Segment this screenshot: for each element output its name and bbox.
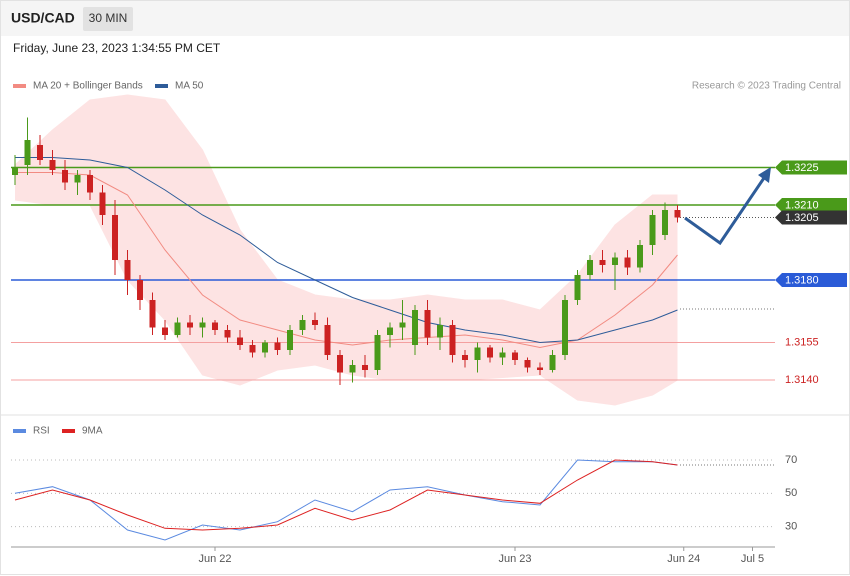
rsi-tick-label: 50	[785, 487, 797, 499]
candle-body	[74, 175, 81, 183]
candle-body	[262, 342, 268, 353]
candle-body	[124, 260, 131, 280]
candle-body	[524, 360, 531, 368]
candle-body	[649, 215, 656, 245]
candle-body	[537, 367, 543, 370]
candle-body	[349, 365, 356, 373]
candle-body	[24, 140, 31, 165]
candle-body	[174, 322, 181, 335]
chart-title: USD/CAD	[11, 10, 75, 26]
candle-body	[249, 345, 256, 353]
candle-body	[162, 327, 168, 335]
candle-body	[187, 322, 193, 328]
level-label-box	[775, 273, 847, 287]
candle-body	[274, 342, 281, 350]
level-label: 1.3225	[785, 162, 819, 174]
candle-body	[674, 210, 681, 218]
legend-swatch	[62, 429, 75, 433]
candle-body	[387, 327, 393, 335]
candle-body	[662, 210, 668, 235]
candle-body	[599, 260, 606, 265]
candle-body	[449, 325, 456, 355]
legend-label: RSI	[33, 426, 50, 437]
candle-body	[112, 215, 118, 260]
rsi-line	[14, 459, 678, 541]
candle-body	[12, 167, 18, 175]
subtitle: Friday, June 23, 2023 1:34:55 PM CET	[13, 41, 221, 55]
timeframe-button[interactable]	[83, 7, 133, 31]
level-label: 1.3205	[785, 212, 819, 224]
candle-body	[362, 365, 368, 370]
x-tick-label: Jul 5	[741, 553, 764, 565]
x-tick-label: Jun 24	[667, 553, 700, 565]
candle-body	[499, 352, 506, 358]
candle-body	[549, 355, 556, 370]
candle-body	[412, 310, 418, 345]
candle-body	[62, 170, 68, 183]
candle-body	[199, 322, 206, 328]
candle-body	[87, 175, 93, 193]
candle-body	[149, 300, 156, 328]
candle-body	[637, 245, 643, 268]
header-bar	[1, 1, 849, 36]
legend-label: 9MA	[82, 426, 103, 437]
candle-body	[624, 257, 631, 268]
legend-label: MA 20 + Bollinger Bands	[33, 81, 143, 92]
candle-body	[399, 322, 406, 328]
candle-body	[237, 337, 243, 345]
candle-body	[337, 355, 343, 373]
bollinger-fill	[15, 95, 678, 405]
candle-body	[487, 347, 493, 358]
forecast-arrowhead	[758, 167, 771, 183]
level-label-box	[775, 160, 847, 175]
level-label-box	[775, 210, 847, 225]
candle-body	[212, 322, 218, 330]
rsi-line	[14, 459, 678, 531]
level-label: 1.3180	[785, 274, 819, 286]
legend-swatch	[13, 429, 26, 433]
candle-body	[612, 257, 618, 265]
x-tick-label: Jun 23	[498, 553, 531, 565]
candle-body	[137, 280, 143, 300]
candle-body	[99, 192, 106, 215]
rsi-tick-label: 30	[785, 521, 797, 533]
level-label: 1.3210	[785, 199, 819, 211]
candle-body	[587, 260, 593, 275]
candle-body	[312, 320, 318, 325]
attribution: Research © 2023 Trading Central	[692, 81, 841, 92]
moving-average	[15, 157, 678, 344]
candle-body	[37, 145, 43, 160]
forecast-arrow	[684, 177, 766, 246]
legend-label: MA 50	[175, 81, 204, 92]
x-tick-label: Jun 22	[198, 553, 231, 565]
candle-body	[474, 347, 481, 360]
level-label: 1.3140	[785, 374, 819, 386]
candle-body	[437, 325, 443, 338]
candle-body	[562, 300, 568, 355]
candle-body	[224, 330, 231, 338]
candle-body	[287, 330, 293, 350]
timeframe[interactable]: 30 MIN	[89, 11, 128, 25]
level-label-box	[775, 198, 847, 212]
level-label: 1.3155	[785, 336, 819, 348]
legend-swatch	[13, 84, 26, 88]
candle-body	[374, 335, 381, 370]
candle-body	[462, 355, 468, 360]
legend-swatch	[155, 84, 168, 88]
candle-body	[574, 275, 581, 300]
candle-body	[324, 325, 331, 355]
candle-body	[299, 320, 306, 330]
candle-body	[512, 352, 518, 360]
candle-body	[424, 310, 431, 338]
rsi-tick-label: 70	[785, 454, 797, 466]
candle-body	[49, 160, 56, 170]
